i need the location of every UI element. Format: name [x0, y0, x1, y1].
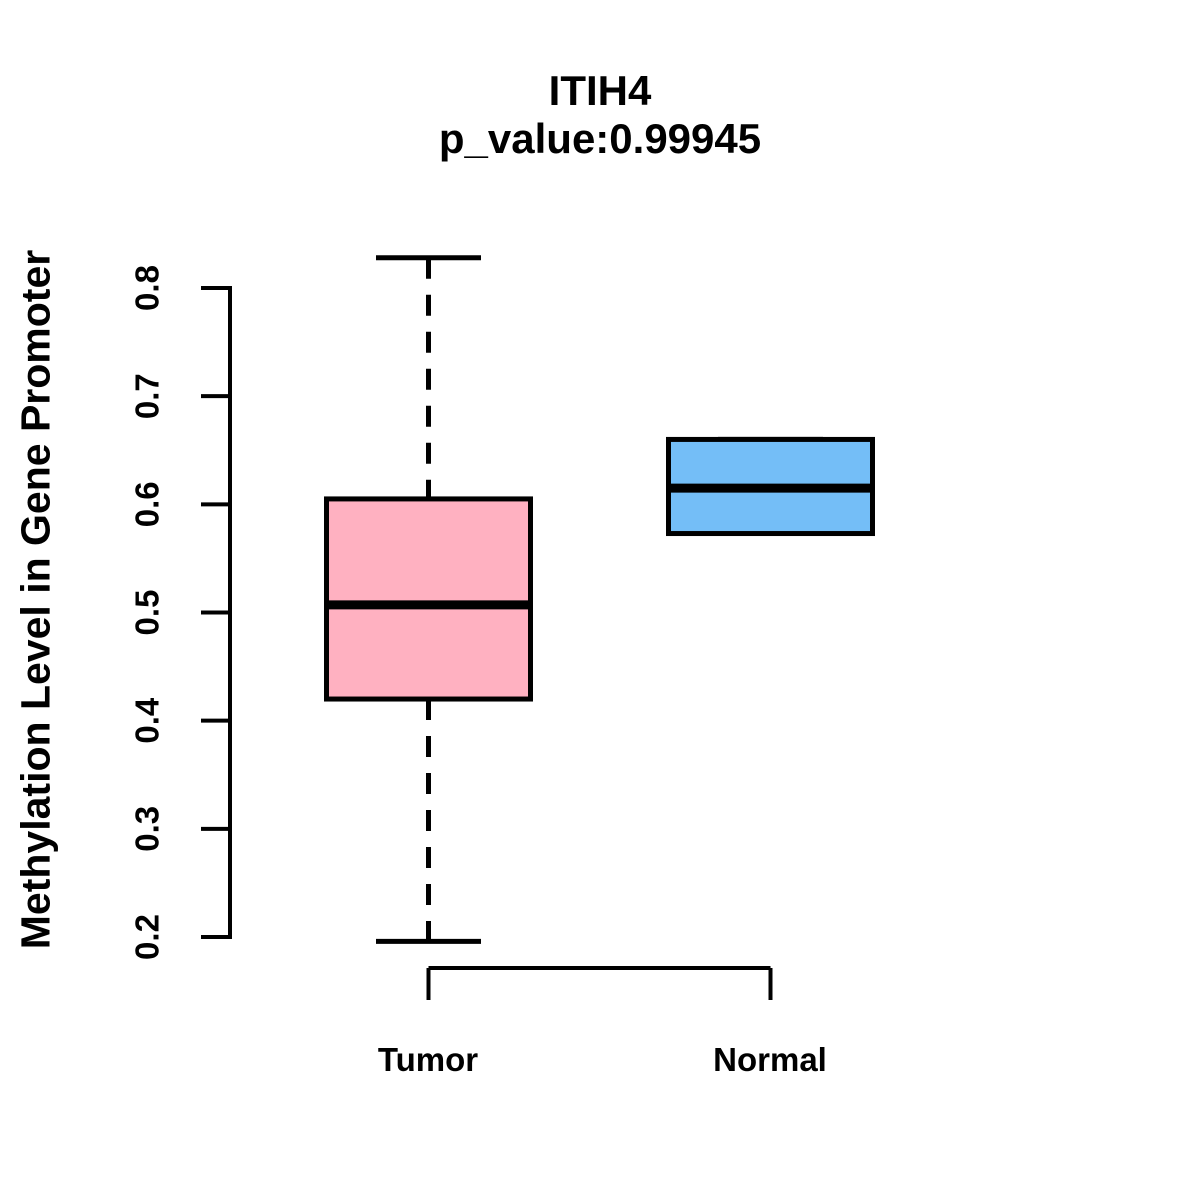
- y-axis-tick-label: 0.5: [129, 590, 166, 636]
- y-axis-tick-label: 0.3: [129, 806, 166, 852]
- chart-title: ITIH4: [548, 67, 652, 114]
- chart-subtitle-pvalue: p_value:0.99945: [438, 115, 762, 162]
- y-axis-tick-label: 0.7: [129, 373, 166, 419]
- y-axis-tick-label: 0.4: [129, 697, 166, 744]
- y-axis-tick-label: 0.8: [129, 265, 166, 311]
- y-axis-tick-label: 0.6: [129, 481, 166, 527]
- y-axis-tick-label: 0.2: [129, 914, 166, 960]
- y-axis-label: Methylation Level in Gene Promoter: [12, 249, 59, 950]
- x-category-label-normal: Normal: [713, 1041, 827, 1078]
- x-category-label-tumor: Tumor: [377, 1041, 479, 1078]
- iqr-box-tumor: [324, 496, 533, 702]
